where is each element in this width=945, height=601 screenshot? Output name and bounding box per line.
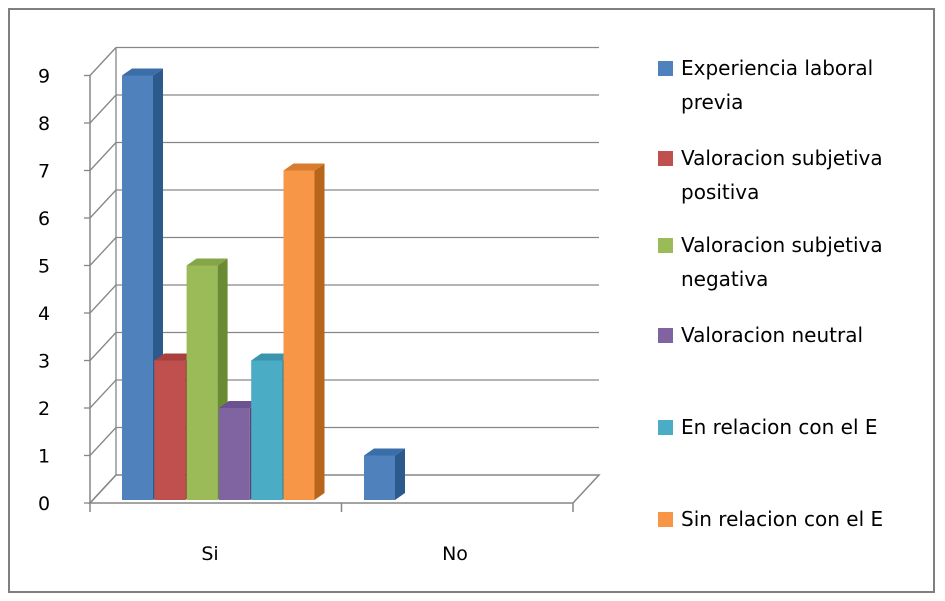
y-tick-label: 2: [38, 398, 50, 420]
x-tick-label: No: [442, 543, 468, 565]
y-tick-label: 4: [38, 303, 50, 325]
legend-label: negativa: [681, 267, 768, 291]
x-tick-label: Si: [201, 543, 218, 565]
y-axis-ticks: 0 1 2 3 4 5 6 7 8 9: [38, 66, 50, 516]
bars: [122, 68, 405, 500]
bar: [364, 448, 405, 500]
legend: Experiencia laboral previa Valoracion subj…: [658, 56, 883, 531]
legend-label: Sin relacion con el E: [681, 507, 883, 531]
bar: [283, 163, 325, 500]
x-axis-ticks: Si No: [201, 543, 468, 565]
legend-swatch: [658, 151, 673, 166]
legend-swatch: [658, 238, 673, 253]
gridline-connector: [89, 142, 117, 171]
gridline-connector: [89, 332, 117, 361]
legend-label: Valoracion subjetiva: [681, 233, 883, 257]
legend-label: Valoracion neutral: [681, 323, 863, 347]
legend-label: En relacion con el E: [681, 415, 878, 439]
bar-front: [251, 360, 283, 500]
bar-front: [122, 75, 153, 500]
floor: [88, 474, 601, 504]
axes: [84, 47, 601, 512]
gridline-connector: [89, 427, 117, 456]
gridline-connector: [89, 284, 117, 314]
gridline-connector: [89, 189, 117, 219]
legend-label: positiva: [681, 180, 759, 204]
gridline-connector: [89, 379, 117, 409]
legend-swatch: [658, 61, 673, 76]
y-tick-label: 8: [38, 113, 50, 135]
y-tick-label: 3: [38, 351, 50, 373]
gridline-connector: [89, 47, 117, 76]
bar-side: [314, 163, 325, 500]
bar: [186, 258, 228, 500]
y-tick-label: 6: [38, 208, 50, 230]
bar-top: [283, 163, 325, 171]
legend-label: previa: [681, 90, 743, 114]
legend-swatch: [658, 420, 673, 435]
bar-top: [364, 448, 405, 456]
legend-swatch: [658, 512, 673, 527]
legend-label: Experiencia laboral: [681, 56, 873, 80]
y-tick-label: 0: [38, 493, 50, 515]
bar-front: [364, 455, 395, 500]
bar-top: [251, 353, 293, 361]
y-tick-label: 5: [38, 256, 50, 278]
gridline-connector: [89, 237, 117, 266]
gridline-connector: [89, 94, 117, 124]
y-tick-label: 9: [38, 66, 50, 88]
legend-label: Valoracion subjetiva: [681, 146, 883, 170]
bar-top: [154, 353, 196, 361]
bar-front: [283, 170, 315, 500]
y-tick-label: 1: [38, 446, 50, 468]
bar-side: [395, 448, 405, 500]
bar-front: [154, 360, 186, 500]
bar-front: [218, 408, 250, 500]
y-tick-label: 7: [38, 161, 50, 183]
bar-top: [218, 401, 260, 408]
bar-front: [186, 265, 218, 500]
legend-swatch: [658, 328, 673, 343]
bar-top: [186, 258, 228, 266]
bar-top: [122, 68, 163, 76]
